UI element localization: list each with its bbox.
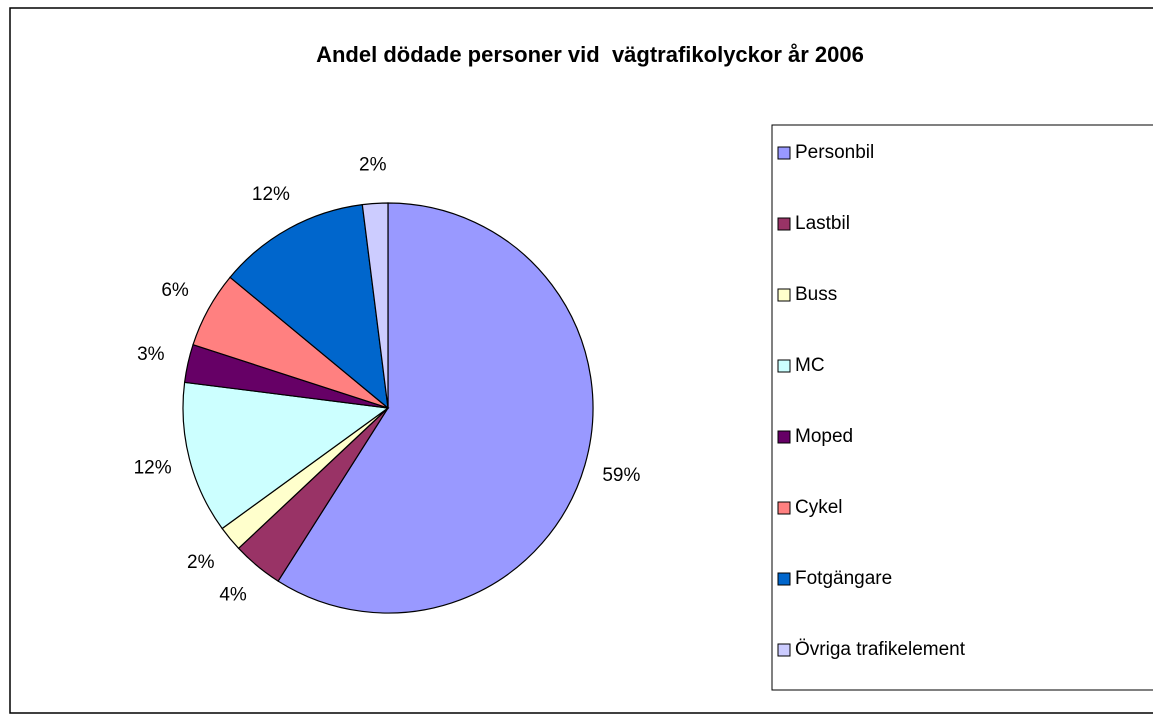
- data-label: 3%: [137, 344, 165, 365]
- legend-label: Cykel: [795, 497, 843, 518]
- legend-box: [771, 124, 1153, 691]
- pie-slice: [277, 202, 594, 614]
- legend-swatch: [777, 572, 791, 586]
- pie-slice: [361, 202, 389, 409]
- legend-label: Fotgängare: [795, 568, 892, 589]
- data-label: 12%: [134, 457, 172, 478]
- legend-label: Övriga trafikelement: [795, 639, 966, 660]
- legend-swatch: [777, 430, 791, 444]
- data-label: 2%: [359, 154, 387, 175]
- data-label: 6%: [161, 280, 189, 301]
- data-label: 59%: [602, 465, 640, 486]
- data-label: 4%: [219, 584, 247, 605]
- legend-label: Lastbil: [795, 213, 850, 234]
- chart-title: Andel dödade personer vid vägtrafikolyck…: [316, 42, 864, 67]
- legend-swatch: [777, 643, 791, 657]
- legend-swatch: [777, 501, 791, 515]
- legend-label: MC: [795, 355, 825, 376]
- legend-swatch: [777, 359, 791, 373]
- legend-label: Personbil: [795, 142, 874, 163]
- data-label: 2%: [187, 552, 215, 573]
- data-label: 12%: [252, 184, 290, 205]
- pie-slice: [182, 381, 390, 530]
- legend-swatch: [777, 146, 791, 160]
- legend-swatch: [777, 217, 791, 231]
- legend-label: Moped: [795, 426, 853, 447]
- pie-slice: [229, 203, 389, 410]
- legend-label: Buss: [795, 284, 837, 305]
- legend-swatch: [777, 288, 791, 302]
